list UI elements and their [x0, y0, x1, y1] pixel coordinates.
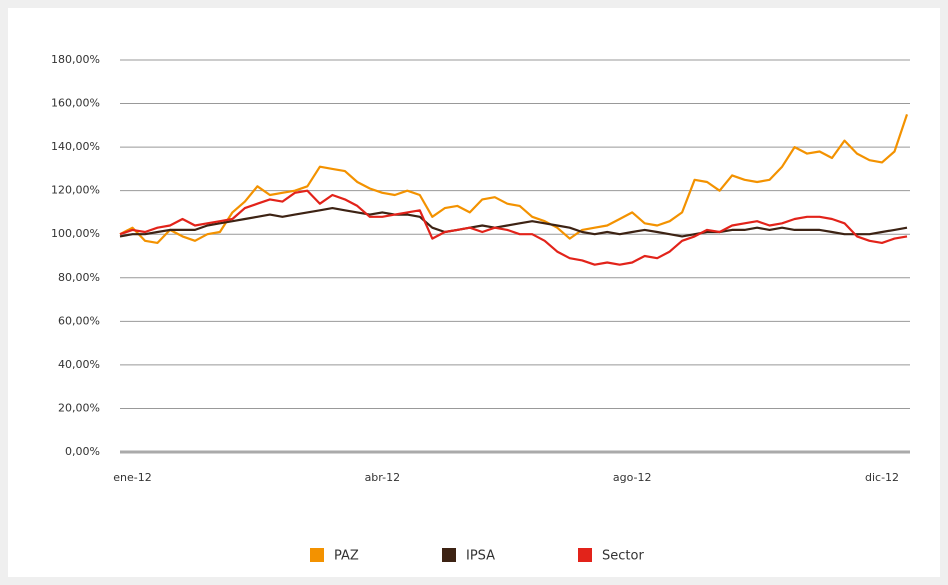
legend-swatch: [578, 548, 592, 562]
y-tick-label: 20,00%: [58, 401, 100, 414]
line-series: [119, 189, 908, 266]
x-tick-label: ene-12: [113, 471, 151, 484]
legend-label: Sector: [602, 549, 644, 564]
legend-label: PAZ: [334, 549, 359, 564]
x-tick-label: dic-12: [865, 471, 899, 484]
y-tick-label: 100,00%: [51, 227, 100, 240]
y-tick-label: 80,00%: [58, 271, 100, 284]
legend-swatch: [442, 548, 456, 562]
x-tick-label: abr-12: [365, 471, 401, 484]
y-tick-label: 60,00%: [58, 314, 100, 327]
y-tick-label: 180,00%: [51, 53, 100, 66]
y-tick-label: 0,00%: [65, 445, 100, 458]
x-tick-label: ago-12: [613, 471, 652, 484]
y-tick-label: 160,00%: [51, 97, 100, 110]
legend-swatch: [310, 548, 324, 562]
panel: [8, 8, 940, 577]
legend-label: IPSA: [466, 549, 495, 564]
y-tick-label: 120,00%: [51, 184, 100, 197]
line-series: [119, 207, 908, 238]
y-tick-label: 140,00%: [51, 140, 100, 153]
line-series: [119, 114, 909, 244]
y-tick-label: 40,00%: [58, 358, 100, 371]
